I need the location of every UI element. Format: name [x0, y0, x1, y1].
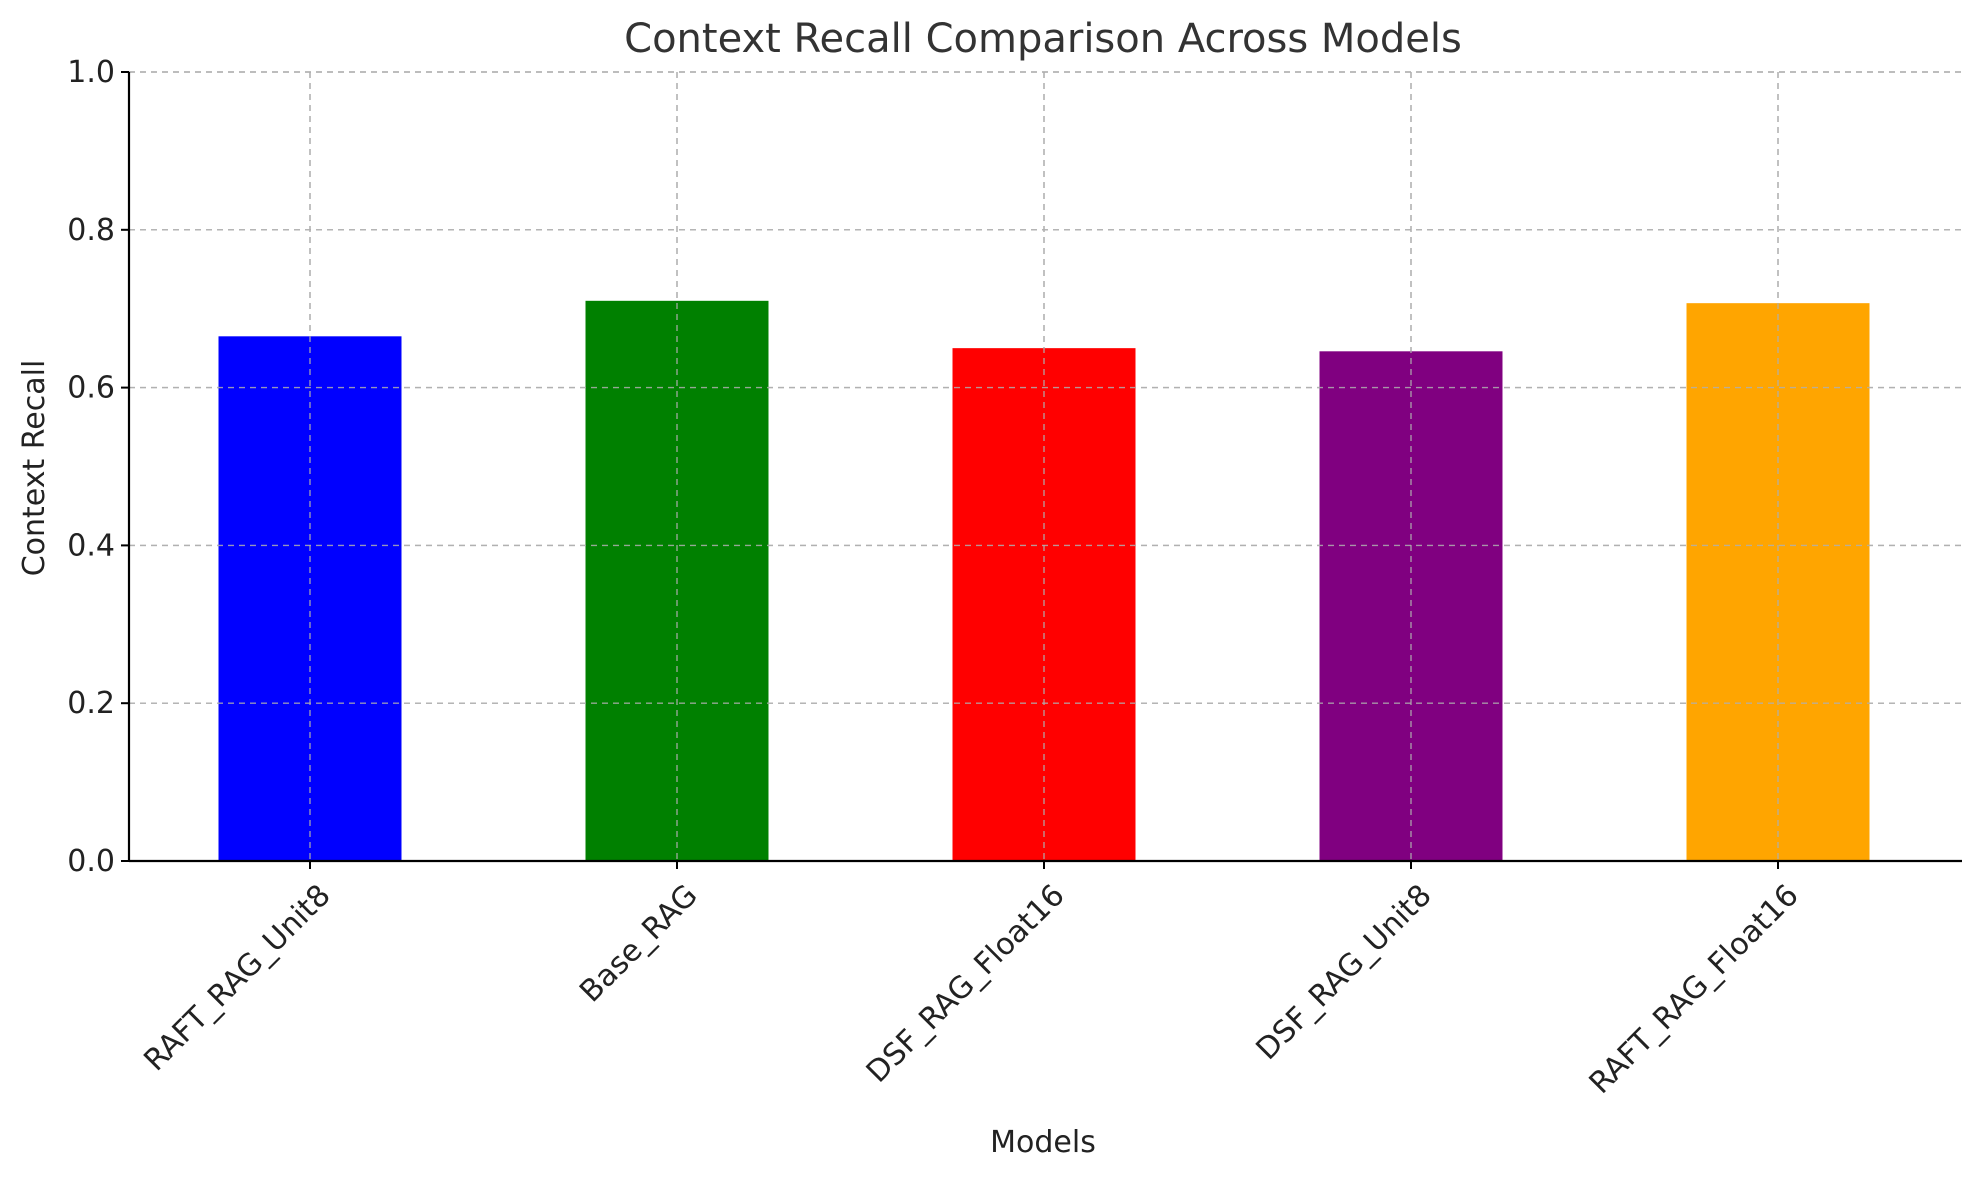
bar: [218, 336, 402, 861]
chart-title: Context Recall Comparison Across Models: [624, 16, 1462, 62]
y-tick-label: 0.4: [67, 528, 115, 563]
x-tick-label: RAFT_RAG_Float16: [1583, 878, 1806, 1101]
y-tick-label: 0.2: [67, 686, 115, 721]
bars-layer: [129, 71, 1962, 862]
y-axis-label: Context Recall: [17, 360, 52, 577]
y-tick-label: 0.6: [67, 371, 115, 406]
x-tick-label: DSF_RAG_Float16: [860, 878, 1072, 1090]
x-tick-label: Base_RAG: [573, 878, 704, 1009]
axes-layer: [127, 72, 1962, 863]
y-tick-label: 0.0: [67, 844, 115, 879]
x-tick-label: RAFT_RAG_Unit8: [137, 878, 337, 1078]
y-tick-label: 0.8: [67, 213, 115, 248]
y-tick-label: 1.0: [67, 55, 115, 90]
x-axis-label: Models: [990, 1125, 1096, 1160]
x-tick-label: DSF_RAG_Unit8: [1250, 878, 1439, 1067]
